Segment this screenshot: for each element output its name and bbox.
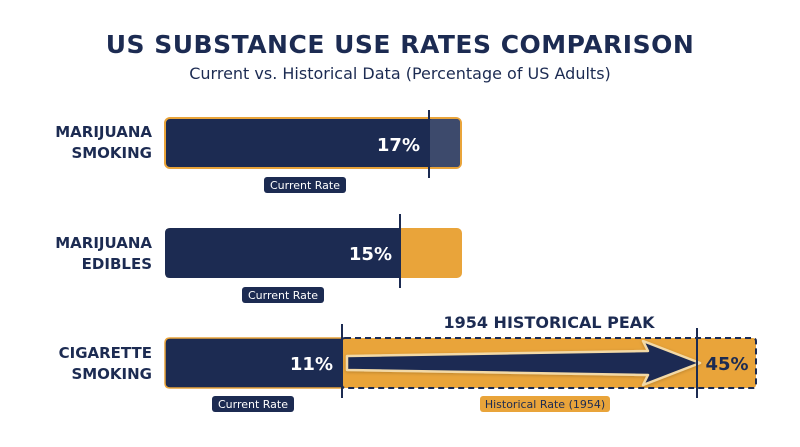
bar-marijuana-smoking-overflow [429,119,460,167]
category-label-cigarette-smoking: CIGARETTE SMOKING [59,344,152,383]
category-label-marijuana-smoking: MARIJUANA SMOKING [55,123,152,162]
badge-current-rate-3: Current Rate [212,396,294,412]
badge-current-rate-2: Current Rate [242,287,324,303]
data-label-cigarette-historical: 45% [705,354,748,375]
category-label-marijuana-edibles: MARIJUANA EDIBLES [55,234,152,273]
bar-marijuana-smoking-track [164,117,462,169]
svg-text:Current Rate: Current Rate [218,398,288,411]
annotation-historical-peak: 1954 HISTORICAL PEAK [443,313,655,332]
badge-historical-rate: Historical Rate (1954) [480,396,610,412]
chart-subtitle: Current vs. Historical Data (Percentage … [189,64,611,83]
svg-text:Current Rate: Current Rate [248,289,318,302]
growth-arrow [345,339,702,387]
data-label-marijuana-smoking: 17% [377,135,420,156]
badge-current-rate-1: Current Rate [264,177,346,193]
bar-cigarette-current [164,337,343,389]
svg-text:Historical Rate (1954): Historical Rate (1954) [485,398,605,411]
bar-marijuana-edibles-current [165,228,400,278]
data-label-marijuana-edibles: 15% [349,244,392,265]
svg-text:Current Rate: Current Rate [270,179,340,192]
data-label-cigarette-current: 11% [290,354,333,375]
chart-title: US SUBSTANCE USE RATES COMPARISON [105,30,695,59]
